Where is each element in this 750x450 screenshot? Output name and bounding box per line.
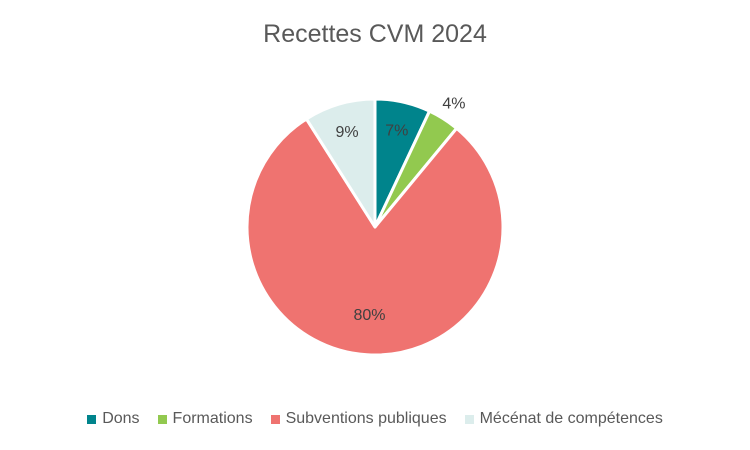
- legend-item-formations: Formations: [157, 410, 253, 428]
- legend-swatch: [157, 414, 167, 424]
- data-label-subventions-publiques: 80%: [353, 307, 385, 324]
- legend-label: Mécénat de compétences: [479, 410, 663, 427]
- legend-swatch: [464, 414, 474, 424]
- data-label-formations: 4%: [442, 96, 465, 113]
- data-label-mecenat-de-competences: 9%: [336, 124, 359, 141]
- pie-slice-subventions-publiques: [245, 117, 505, 357]
- pie-slices: [245, 97, 505, 357]
- legend-swatch: [87, 414, 97, 424]
- pie-slice-mecenat-de-competences: [304, 97, 377, 229]
- chart-legend: Dons Formations Subventions publiques Mécén…: [0, 407, 750, 431]
- legend-label: Subventions publiques: [285, 410, 447, 427]
- data-label-dons: 7%: [385, 123, 408, 140]
- pie-data-labels: 7% 4% 80% 9%: [336, 96, 466, 324]
- legend-item-mecenat-de-competences: Mécénat de compétences: [464, 410, 663, 428]
- legend-item-subventions-publiques: Subventions publiques: [270, 410, 447, 428]
- legend-swatch: [270, 414, 280, 424]
- legend-item-dons: Dons: [87, 410, 140, 428]
- legend-label: Dons: [102, 410, 140, 427]
- legend-label: Formations: [172, 410, 253, 427]
- chart-title: Recettes CVM 2024: [263, 20, 487, 48]
